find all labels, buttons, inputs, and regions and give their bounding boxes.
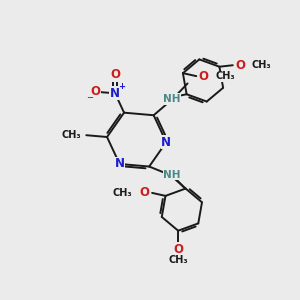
Text: O: O — [110, 68, 120, 81]
Text: N: N — [110, 87, 120, 100]
Text: O: O — [139, 186, 149, 200]
Text: CH₃: CH₃ — [215, 71, 235, 81]
Text: O: O — [173, 243, 183, 256]
Text: +: + — [118, 82, 125, 91]
Text: CH₃: CH₃ — [61, 130, 81, 140]
Text: CH₃: CH₃ — [112, 188, 132, 198]
Text: O: O — [199, 70, 209, 83]
Text: O: O — [235, 59, 245, 72]
Text: N: N — [161, 136, 171, 149]
Text: O: O — [91, 85, 101, 98]
Text: −: − — [86, 93, 93, 102]
Text: NH: NH — [163, 170, 181, 180]
Text: NH: NH — [164, 94, 181, 104]
Text: CH₃: CH₃ — [168, 255, 188, 266]
Text: CH₃: CH₃ — [251, 60, 271, 70]
Text: N: N — [115, 158, 124, 170]
